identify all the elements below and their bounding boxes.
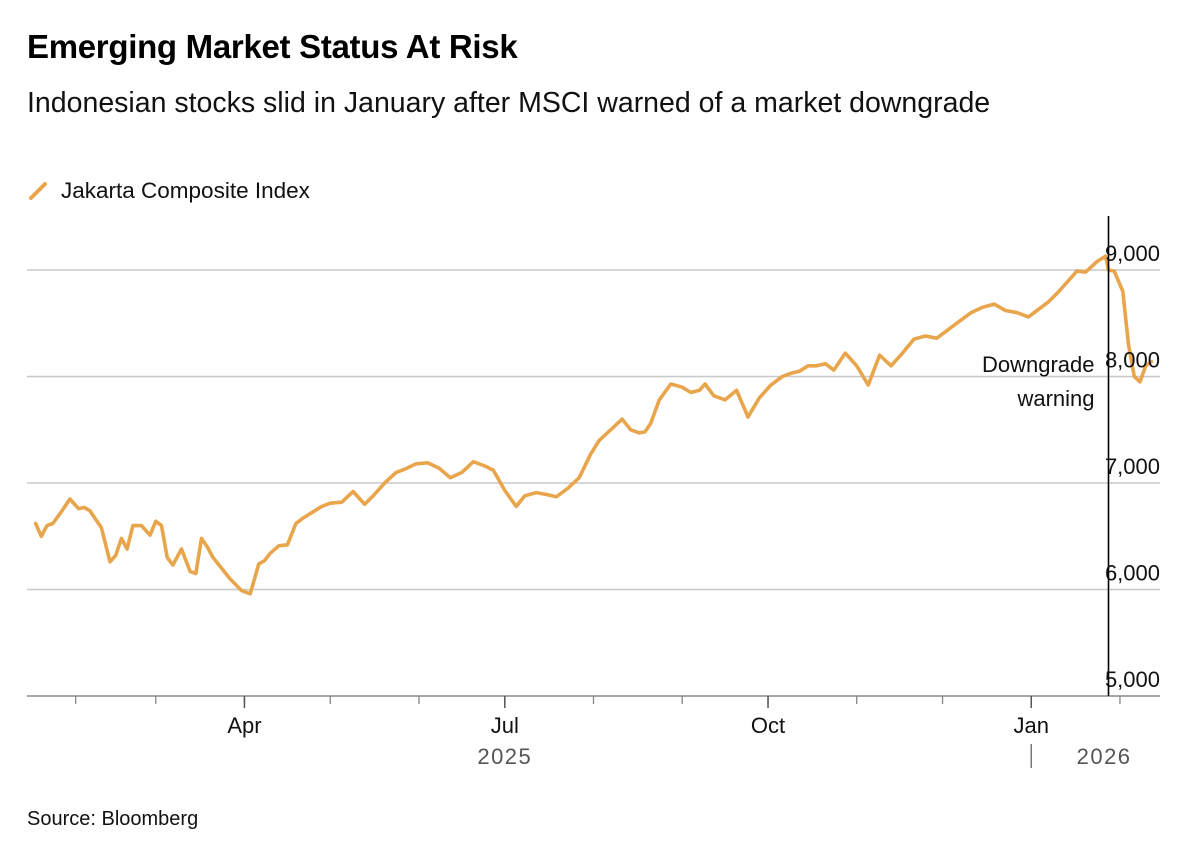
- x-axis: [27, 695, 1160, 768]
- x-tick-label: Jul: [491, 713, 519, 738]
- legend-label: Jakarta Composite Index: [61, 178, 310, 203]
- source-note: Source: Bloomberg: [27, 808, 199, 830]
- tick-labels: 5,000 6,000 7,000 8,000 9,000 Apr Jul Oct Jan 202…: [227, 241, 1160, 769]
- x-tick-label: Jan: [1014, 713, 1049, 738]
- chart-subtitle: Indonesian stocks slid in January after …: [27, 87, 991, 119]
- y-tick-label: 7,000: [1105, 454, 1160, 479]
- annotation-label: Downgrade: [982, 352, 1095, 377]
- grid-lines: [27, 269, 1160, 591]
- year-label: 2025: [477, 744, 532, 769]
- year-label: 2026: [1077, 744, 1132, 769]
- x-tick-label: Oct: [751, 713, 785, 738]
- legend: Jakarta Composite Index: [27, 176, 310, 206]
- legend-swatch-icon: [29, 182, 47, 200]
- series-layer: [33, 254, 1154, 596]
- y-tick-label: 8,000: [1105, 348, 1160, 373]
- x-tick-label: Apr: [227, 713, 261, 738]
- y-tick-label: 9,000: [1105, 241, 1160, 266]
- annotation-label: warning: [1016, 386, 1094, 411]
- series-line-jakarta-composite: [33, 254, 1154, 596]
- chart-title: Emerging Market Status At Risk: [27, 28, 518, 65]
- y-tick-label: 6,000: [1105, 561, 1160, 586]
- y-tick-label: 5,000: [1105, 667, 1160, 692]
